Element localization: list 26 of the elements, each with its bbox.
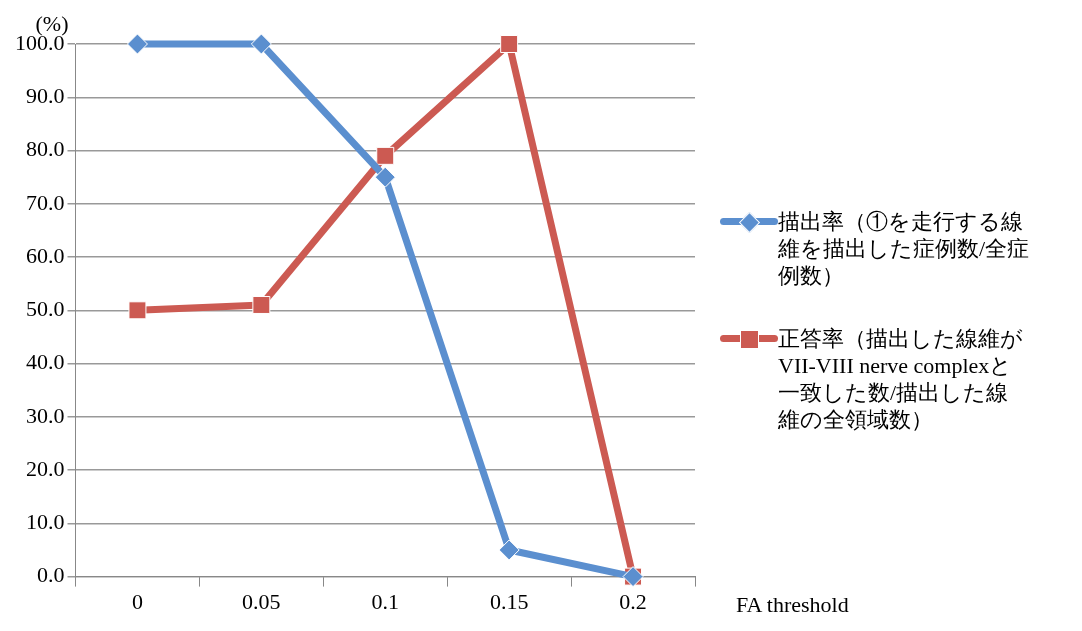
x-tick-label: 0.05 xyxy=(242,588,281,614)
point xyxy=(250,33,272,55)
legend-label: 描出率（①を走行する線維を描出した症例数/全症例数） xyxy=(778,208,1030,289)
point xyxy=(252,295,271,314)
y-tick-label: 0.0 xyxy=(37,562,65,588)
y-tick-label: 60.0 xyxy=(26,242,65,268)
y-tick-label: 90.0 xyxy=(26,83,65,109)
x-tick-label: 0 xyxy=(131,588,143,614)
x-tick-label: 0.2 xyxy=(619,588,647,614)
y-tick-label: 20.0 xyxy=(26,455,65,481)
point xyxy=(126,33,148,55)
x-tick-label: 0.15 xyxy=(489,588,529,614)
y-tick-label: 70.0 xyxy=(26,189,65,215)
point xyxy=(128,301,147,320)
y-tick-label: 10.0 xyxy=(26,509,65,535)
y-tick-label: 80.0 xyxy=(26,136,65,162)
y-tick-label: 40.0 xyxy=(26,349,65,375)
point xyxy=(498,539,520,561)
point xyxy=(500,35,519,53)
y-tick-label: 50.0 xyxy=(26,296,65,322)
point xyxy=(376,146,395,165)
legend-label: 正答率（描出した線維がVII-VIII nerve complexと一致した数/描出した線維の全領域数） xyxy=(778,325,1024,433)
x-tick-label: 0.1 xyxy=(371,588,399,614)
y-tick-label: 30.0 xyxy=(26,402,65,428)
x-axis-title: FA threshold xyxy=(736,592,849,618)
point xyxy=(374,166,396,188)
